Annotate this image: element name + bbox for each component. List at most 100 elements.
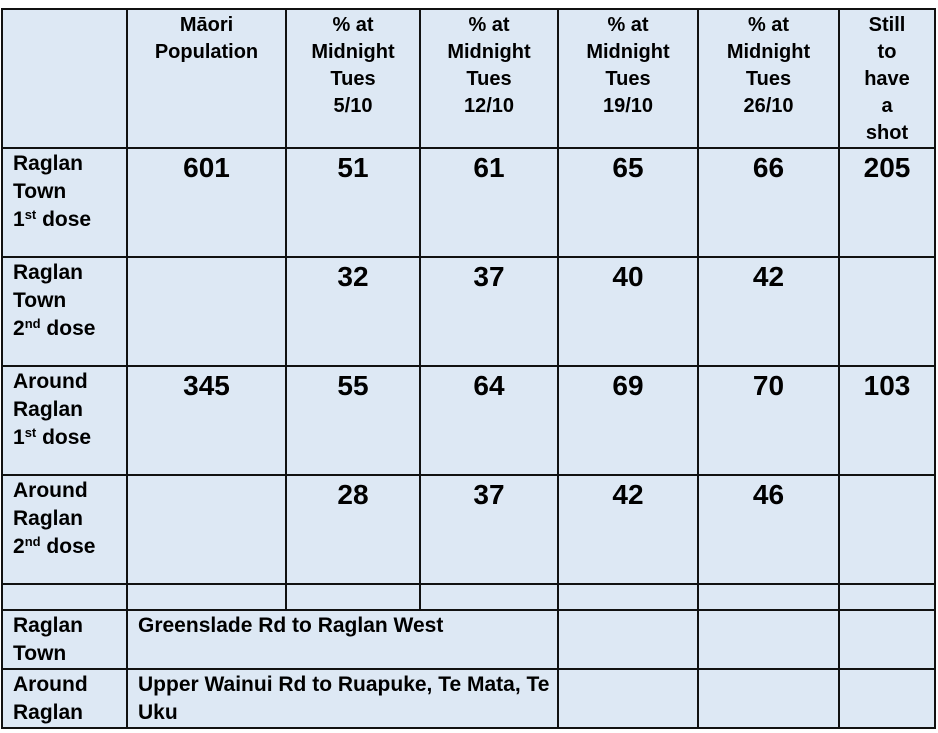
header-line: Population [154,41,259,63]
column-header: % at Midnight Tues 5/10 [285,8,421,149]
empty-row [1,583,936,611]
header-line: Still [868,14,906,36]
population-cell [126,474,287,585]
empty-cell [557,583,699,611]
row-label-line: Around [13,479,88,502]
header-line: Midnight [586,41,670,63]
header-line: shot [865,122,909,144]
percent-cell: 51 [285,147,421,258]
column-header: Still to have a shot [838,8,936,149]
row-label-dose: 2nd dose [13,533,125,561]
percent-cell: 69 [557,365,699,476]
empty-cell [557,609,699,670]
still-cell: 103 [838,365,936,476]
header-line: % at [747,14,790,36]
header-line: Tues [466,68,512,90]
percent-cell: 65 [557,147,699,258]
header-line: % at [468,14,510,36]
row-label-line: Town [13,180,67,203]
population-cell: 601 [126,147,287,258]
header-line: Midnight [726,41,811,63]
header-line: % at [332,14,374,36]
dose-number: 2 [13,317,25,340]
row-label-dose: 1st dose [13,424,125,452]
still-cell [838,474,936,585]
empty-cell [697,609,840,670]
row-label-dose: 1st dose [13,206,125,234]
column-header: % at Midnight Tues 26/10 [697,8,840,149]
percent-cell: 64 [419,365,559,476]
row-label-line: Raglan [13,261,84,284]
area-label-line: Raglan [13,701,84,724]
header-line: a [881,95,893,117]
percent-cell: 40 [557,256,699,367]
percent-cell: 61 [419,147,559,258]
percent-cell: 32 [285,256,421,367]
area-label-line: Around [13,673,88,696]
table-row: Around Raglan 1st dose 345 55 64 69 70 103 [1,365,936,476]
header-line: 26/10 [743,95,794,117]
dose-word: dose [40,535,96,558]
header-line: Tues [330,68,376,90]
area-label-line: Raglan [13,614,84,637]
percent-cell: 42 [697,256,840,367]
dose-ordinal: nd [24,316,41,331]
area-row: Raglan Town Greenslade Rd to Raglan West [1,609,936,670]
percent-cell: 37 [419,256,559,367]
header-line: to [877,41,897,63]
row-label: Around Raglan 1st dose [1,365,128,476]
area-label-line: Town [13,642,67,665]
header-line: % at [607,14,649,36]
row-label-line: Raglan [13,507,84,530]
dose-word: dose [36,426,92,449]
row-label: Raglan Town 2nd dose [1,256,128,367]
row-label-line: Around [13,370,88,393]
dose-ordinal: st [24,207,37,222]
empty-cell [838,609,936,670]
header-line: 19/10 [602,95,654,117]
table-row: Raglan Town 2nd dose 32 37 40 42 [1,256,936,367]
empty-cell [419,583,559,611]
percent-cell: 37 [419,474,559,585]
empty-cell [697,668,840,729]
percent-cell: 42 [557,474,699,585]
table-row: Around Raglan 2nd dose 28 37 42 46 [1,474,936,585]
empty-cell [838,583,936,611]
empty-cell [838,668,936,729]
population-cell: 345 [126,365,287,476]
vaccination-table: Māori Population % at Midnight Tues 5/10 % at M… [1,8,936,729]
header-line: Māori [179,14,234,36]
dose-number: 1 [13,208,25,231]
header-row: Māori Population % at Midnight Tues 5/10 % at M… [1,8,936,149]
dose-ordinal: st [24,425,37,440]
area-row: Around Raglan Upper Wainui Rd to Ruapuke, … [1,668,936,729]
row-label: Around Raglan 2nd dose [1,474,128,585]
empty-cell [126,583,287,611]
percent-cell: 46 [697,474,840,585]
area-label: Around Raglan [1,668,128,729]
table-row: Raglan Town 1st dose 601 51 61 65 66 205 [1,147,936,258]
column-header: % at Midnight Tues 19/10 [557,8,699,149]
dose-word: dose [36,208,92,231]
percent-cell: 66 [697,147,840,258]
empty-cell [557,668,699,729]
column-header [1,8,128,149]
header-line: Tues [745,68,792,90]
dose-number: 2 [13,535,25,558]
still-cell [838,256,936,367]
column-header: % at Midnight Tues 12/10 [419,8,559,149]
header-line: 12/10 [463,95,515,117]
population-cell [126,256,287,367]
header-line: Tues [605,68,651,90]
area-label: Raglan Town [1,609,128,670]
row-label-line: Town [13,289,67,312]
area-description: Upper Wainui Rd to Ruapuke, Te Mata, Te … [126,668,559,729]
row-label-line: Raglan [13,398,84,421]
column-header: Māori Population [126,8,287,149]
row-label: Raglan Town 1st dose [1,147,128,258]
dose-number: 1 [13,426,25,449]
header-line: have [864,68,910,90]
percent-cell: 28 [285,474,421,585]
area-description: Greenslade Rd to Raglan West [126,609,559,670]
dose-ordinal: nd [24,534,41,549]
